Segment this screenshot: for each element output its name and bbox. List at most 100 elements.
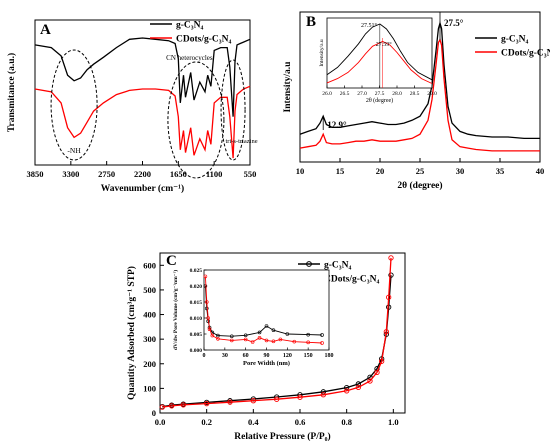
legend-marker — [306, 261, 312, 267]
series-line-1 — [299, 38, 540, 152]
x-axis-title: Relative Pressure (P/P₀) — [234, 431, 330, 442]
x-axis-title: Wavenumber (cm⁻¹) — [101, 183, 184, 194]
panel-A: 3850 3300 2750 2200 1650 1100 550 Wavenumber (c… — [6, 19, 258, 194]
data-point — [344, 388, 350, 394]
y-tick-label: 600 — [143, 260, 156, 270]
annotation-peak-12: 12.9° — [327, 120, 347, 130]
panel-B: 10 15 20 25 30 35 40 2θ (degree) Intensity/a.u Bg… — [283, 11, 550, 191]
inset-frame — [326, 17, 433, 89]
inset-y-axis-title: dV/dw Pore Volume (cm³g⁻¹nm⁻¹) — [172, 270, 179, 350]
x-tick-label: 0.4 — [248, 417, 259, 427]
x-tick-label: 15 — [336, 166, 345, 176]
inset-data-point — [204, 300, 209, 304]
data-point — [388, 272, 394, 278]
panel-C: 0.0 0.2 0.4 0.6 0.8 1.00100200300400500600Rel… — [126, 252, 406, 442]
legend-label: CDots/g-C₃N₄ — [501, 49, 550, 59]
y-tick-label: 0 — [152, 408, 156, 418]
x-tick-label: 25 — [416, 166, 425, 176]
data-point — [227, 399, 233, 405]
data-point — [320, 389, 326, 395]
x-tick-label: 20 — [376, 166, 385, 176]
data-point — [379, 358, 385, 364]
x-tick-label: 40 — [536, 166, 545, 176]
inset-x-tick-label: 29.0 — [427, 91, 437, 97]
legend-label: g-C₃N₄ — [324, 261, 351, 271]
inset-y-tick-label: 0.020 — [190, 284, 203, 290]
x-tick-label: 2200 — [134, 169, 151, 179]
inset-y-tick-label: 0.010 — [190, 316, 203, 322]
inset-data-point — [257, 330, 262, 335]
inset-x-tick-label: 28.5 — [410, 91, 420, 97]
inset-x-tick-label: 0 — [203, 353, 206, 359]
x-tick-label: 0.8 — [341, 417, 352, 427]
y-tick-label: 400 — [143, 310, 156, 320]
inset-data-point — [216, 336, 220, 341]
legend-label: g-C₃N₄ — [176, 21, 203, 31]
inset-data-point — [206, 316, 210, 320]
inset-data-point — [229, 334, 234, 339]
panel-letter: B — [306, 14, 316, 30]
x-tick-label: 0.6 — [295, 417, 306, 427]
data-point — [274, 396, 280, 402]
inset-x-axis-title: 2θ (degree) — [366, 97, 393, 104]
inset-data-point — [292, 339, 297, 344]
inset-y-axis-title: Intensity/a.u — [319, 39, 325, 67]
x-axis-title: 2θ (degree) — [397, 180, 442, 191]
inset-data-point — [210, 333, 215, 338]
inset-annotation-2: 27.59° — [376, 41, 393, 48]
inset-x-tick-label: 28.0 — [392, 91, 402, 97]
series-line-0 — [299, 20, 540, 140]
data-point — [355, 384, 361, 391]
panel-letter: C — [166, 253, 177, 269]
data-point — [355, 381, 361, 387]
data-point — [297, 394, 303, 400]
series-line-0 — [34, 37, 251, 117]
inset-x-tick-label: 27.0 — [357, 91, 367, 97]
data-point — [386, 294, 392, 300]
data-point — [367, 378, 373, 384]
data-point — [169, 403, 175, 409]
inset-x-tick-label: 120 — [283, 353, 292, 359]
y-axis-title: Quantity Adsorbed (cm³g⁻¹ STP) — [126, 266, 137, 400]
inset-series-line-1 — [204, 276, 323, 344]
inset-x-tick-label: 30 — [222, 353, 228, 359]
inset-data-point — [229, 338, 234, 343]
cn-region-ellipse — [167, 61, 225, 179]
data-point — [250, 398, 256, 404]
inset-frame — [203, 269, 330, 351]
x-tick-label: 1100 — [206, 169, 223, 179]
y-tick-label: 100 — [143, 383, 156, 393]
inset-data-point — [203, 274, 208, 279]
inset-x-tick-label: 26.0 — [322, 91, 332, 97]
inset-x-tick-label: 150 — [304, 353, 313, 359]
data-point — [374, 369, 380, 376]
data-point — [320, 392, 326, 398]
inset-data-point — [203, 284, 208, 288]
series-line-1 — [34, 85, 251, 159]
inset-x-tick-label: 26.5 — [340, 91, 350, 97]
inset-annotation-1: 27.51° — [361, 22, 378, 29]
data-point — [383, 329, 389, 335]
x-tick-label: 30 — [456, 166, 465, 176]
panel-letter: A — [40, 22, 51, 38]
inset-x-tick-label: 60 — [243, 353, 249, 359]
inset-data-point — [264, 338, 269, 343]
x-tick-label: 2750 — [98, 169, 115, 179]
y-tick-label: 200 — [143, 359, 156, 369]
inset-y-tick-label: 0.005 — [190, 332, 203, 338]
inset-data-point — [278, 337, 283, 342]
x-tick-label: 0.0 — [155, 417, 166, 427]
data-point — [344, 384, 350, 391]
legend-label: g-C₃N₄ — [501, 35, 528, 45]
triazine-region-ellipse — [220, 59, 246, 161]
inset-data-point — [243, 337, 248, 342]
x-tick-label: 35 — [496, 166, 505, 176]
inset-y-tick-label: 0.025 — [190, 268, 203, 274]
inset-x-tick-label: 180 — [325, 353, 334, 359]
x-tick-label: 550 — [244, 169, 257, 179]
data-point — [180, 402, 186, 408]
annotation-nh: -NH — [67, 146, 81, 155]
inset-data-point — [271, 339, 276, 344]
inset-data-point — [320, 341, 324, 345]
inset-y-tick-label: 0.015 — [190, 300, 203, 306]
